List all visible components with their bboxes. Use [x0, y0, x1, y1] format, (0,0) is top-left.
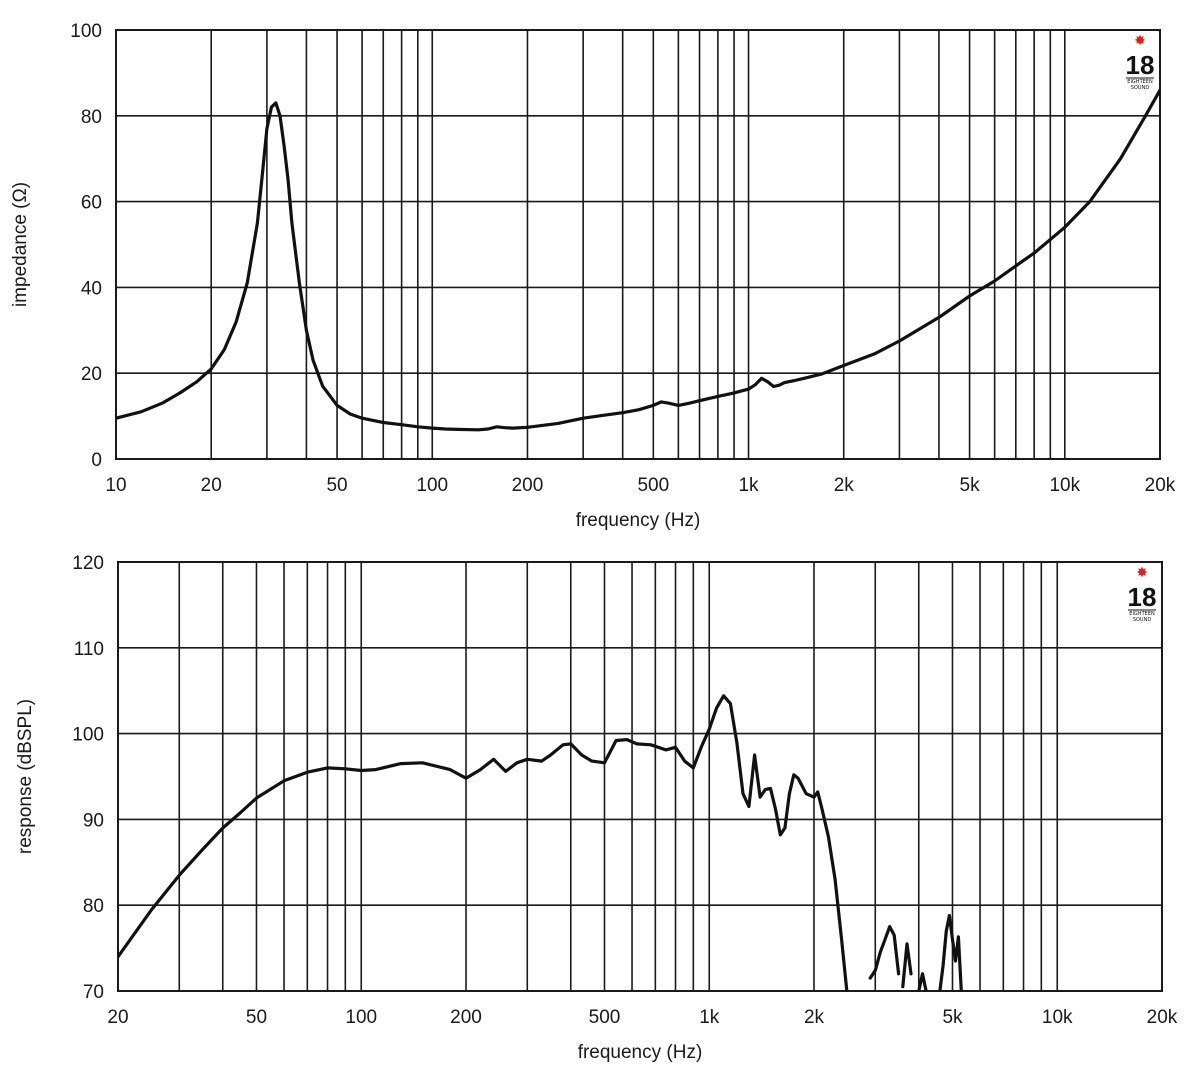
y-tick-label: 60: [81, 193, 102, 214]
x-axis-label: frequency (Hz): [576, 510, 701, 531]
x-tick-label: 1k: [738, 475, 759, 496]
star-icon: ✸: [1136, 565, 1148, 581]
x-tick-label: 10: [105, 475, 126, 496]
y-axis-label: impedance (Ω): [10, 182, 31, 307]
y-tick-label: 80: [81, 107, 102, 128]
response-chart: 20 50 100 200 500 1k 2k 5k 10k 20k 70 80 90 100 110 120…: [15, 553, 1178, 1063]
y-tick-label: 110: [74, 639, 104, 660]
y-tick-label: 120: [72, 553, 104, 574]
logo-subtext: EIGHTEEN: [1127, 79, 1153, 85]
series-line: [116, 88, 1160, 432]
y-tick-label: 80: [83, 896, 104, 917]
logo-subtext: SOUND: [1133, 617, 1152, 623]
x-tick-labels: 10 20 50 100 200 500 1k 2k 5k 10k 20k: [105, 475, 1175, 496]
y-tick-label: 100: [70, 21, 102, 42]
y-tick-label: 100: [72, 725, 104, 746]
x-tick-label: 100: [416, 475, 448, 496]
x-tick-label: 20k: [1145, 475, 1176, 496]
series-group: [116, 88, 1160, 432]
y-tick-label: 20: [81, 364, 102, 385]
logo-subtext: SOUND: [1131, 85, 1150, 91]
x-tick-label: 1k: [699, 1007, 720, 1028]
impedance-chart: 10 20 50 100 200 500 1k 2k 5k 10k 20k 0 20 40 60 80 100 f…: [10, 21, 1176, 531]
series-group: [118, 694, 963, 991]
x-tick-label: 500: [637, 475, 669, 496]
logo-number: 18: [1128, 582, 1157, 612]
y-tick-labels: 70 80 90 100 110 120: [72, 553, 104, 1003]
x-tick-label: 10k: [1042, 1007, 1073, 1028]
y-axis-label: response (dBSPL): [15, 699, 36, 854]
x-tick-label: 100: [345, 1007, 377, 1028]
x-tick-label: 5k: [960, 475, 981, 496]
x-tick-label: 10k: [1049, 475, 1080, 496]
x-axis-label: frequency (Hz): [578, 1042, 703, 1063]
x-tick-label: 500: [589, 1007, 621, 1028]
y-gridlines: [118, 646, 1162, 907]
x-tick-label: 20: [201, 475, 222, 496]
series-line: [917, 972, 928, 991]
y-tick-label: 40: [81, 278, 102, 299]
x-tick-label: 50: [246, 1007, 267, 1028]
x-tick-label: 20: [107, 1007, 128, 1028]
x-gridlines: [178, 562, 1059, 991]
x-tick-label: 20k: [1147, 1007, 1178, 1028]
x-gridlines: [210, 30, 1066, 459]
series-line: [938, 913, 963, 991]
y-gridlines: [116, 115, 1160, 375]
star-icon: ✸: [1134, 33, 1146, 49]
logo-subtext: EIGHTEEN: [1129, 611, 1155, 617]
y-tick-label: 90: [83, 810, 104, 831]
x-tick-label: 2k: [804, 1007, 825, 1028]
plot-frame: [115, 29, 1161, 460]
y-tick-label: 0: [91, 450, 102, 471]
y-tick-label: 70: [83, 982, 104, 1003]
plot-frame: [117, 561, 1163, 992]
x-tick-labels: 20 50 100 200 500 1k 2k 5k 10k 20k: [107, 1007, 1177, 1028]
series-line: [868, 924, 901, 980]
series-line: [901, 942, 913, 989]
x-tick-label: 2k: [834, 475, 855, 496]
x-tick-label: 5k: [942, 1007, 963, 1028]
logo-number: 18: [1126, 50, 1155, 80]
y-tick-labels: 0 20 40 60 80 100: [70, 21, 102, 471]
x-tick-label: 200: [450, 1007, 482, 1028]
x-tick-label: 50: [326, 475, 347, 496]
series-line: [118, 694, 849, 991]
x-tick-label: 200: [512, 475, 544, 496]
